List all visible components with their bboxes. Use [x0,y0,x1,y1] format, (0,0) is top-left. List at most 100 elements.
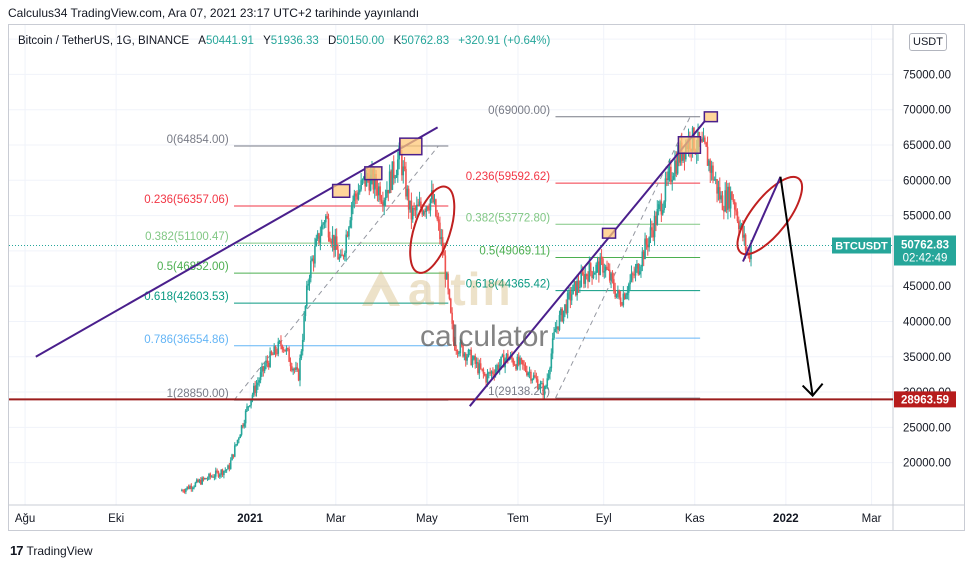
candle-body [320,224,323,236]
candle-body [327,218,330,238]
candle-body [208,473,210,479]
candle-body [615,293,618,298]
candle-body [458,353,460,355]
candle-body [469,349,471,351]
candle-body [297,369,300,381]
candle-body [334,236,337,251]
candle-body [479,363,482,369]
candle-body [555,326,558,329]
candle-body [198,479,201,483]
candle-body [517,356,520,365]
candle-body [583,273,585,284]
candle-body [281,345,284,350]
candle-body [642,251,645,260]
candle-body [376,187,379,196]
candle-body [482,369,485,374]
candle-body [617,290,619,294]
candle-body [380,200,383,202]
candle-body [649,227,652,238]
candle-body [728,186,731,209]
candle-body [570,294,573,301]
candle-body [725,190,728,210]
candle-body [543,387,546,396]
candle-body [481,368,483,370]
candle-body [273,346,275,355]
candle-body [233,445,236,457]
candle-body [435,199,437,217]
candle-body [497,365,500,371]
candle-body [254,385,256,393]
tradingview-brand: 17 TradingView [10,543,93,558]
candle-body [655,215,657,225]
candle-body [478,363,481,374]
candle-body [614,289,616,298]
candle-body [505,353,508,360]
candle-body [301,339,304,352]
candle-body [704,137,706,143]
candle-body [652,230,655,238]
candle-body [598,261,600,276]
candle-body [209,473,212,477]
fib-2-level-label: 0.382(53772.80) [466,212,551,224]
candle-body [232,454,235,457]
candle-body [667,171,669,181]
candle-body [545,385,547,388]
marker-box [331,183,351,199]
forecast-up-line [742,176,782,262]
candle-body [319,235,322,243]
high-label: Y [263,35,271,47]
candle-body [462,345,464,357]
y-tick-label: 60000.00 [903,175,951,187]
candle-body [610,273,612,281]
candle-body [202,477,205,480]
candle-body [429,199,432,211]
candle-body [720,195,722,200]
candle-body [277,341,280,354]
candle-body [637,263,640,275]
candle-body [274,346,277,354]
candle-body [587,276,589,282]
candle-body [471,359,474,365]
candle-body [521,360,524,365]
forecast-down-arrow [779,176,814,396]
candle-body [536,379,539,390]
candle-body [456,350,459,354]
candle-body [619,297,622,305]
candle-body [460,342,463,346]
candle-body [551,338,554,354]
candle-body [568,291,570,294]
candle-body [278,340,281,342]
x-tick-label: May [416,513,438,525]
candle-body [494,369,497,376]
candle-body [417,204,419,206]
low-label: D [327,35,337,47]
candle-body [674,160,676,176]
fib-1-level-label: 0.786(36554.86) [144,334,229,346]
candle-body [599,256,602,276]
candle-body [300,351,303,359]
candle-body [528,371,531,373]
candle-body [395,175,398,178]
candle-body [261,366,263,373]
candle-body [742,224,744,238]
candle-body [710,165,713,173]
candle-body [498,364,501,371]
candle-body [401,153,403,176]
candle-body [740,224,743,226]
candle-body [488,372,490,374]
candle-body [516,356,519,370]
candle-body [445,273,448,280]
currency-button[interactable]: USDT [909,33,947,51]
candle-body [550,353,553,369]
candle-body [244,410,247,424]
candle-body [394,177,396,179]
candle-body [186,486,189,489]
candle-body [538,387,540,390]
candle-body [292,368,295,371]
candle-body [316,233,319,239]
candle-body [387,189,390,194]
candle-body [549,368,551,375]
candle-body [284,349,286,352]
candle-body [345,234,347,253]
